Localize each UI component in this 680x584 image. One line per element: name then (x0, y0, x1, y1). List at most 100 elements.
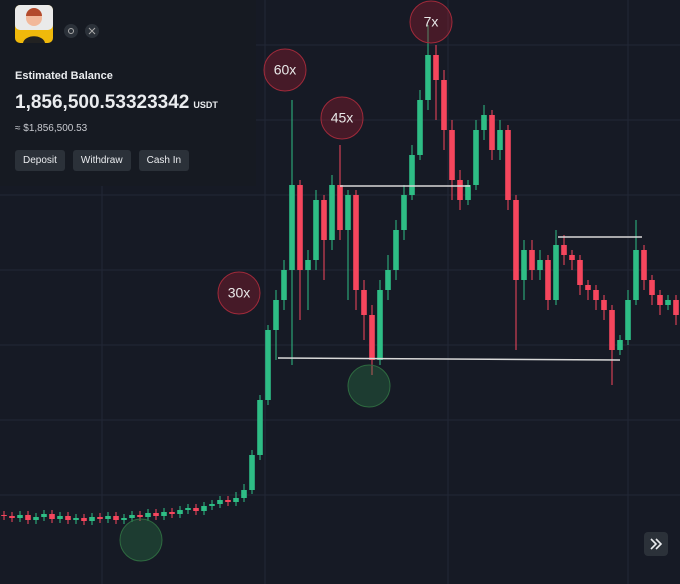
candle-body (297, 185, 303, 270)
candle-body (9, 516, 15, 518)
candle-body (185, 508, 191, 510)
candle-body (33, 517, 39, 520)
candle-body (305, 260, 311, 270)
annotation: 60x (274, 62, 297, 78)
candle-body (489, 115, 495, 150)
candle-body (249, 455, 255, 490)
candle-body (441, 80, 447, 130)
withdraw-button[interactable]: Withdraw (72, 150, 131, 171)
candle-body (273, 300, 279, 330)
candle-body (649, 280, 655, 295)
candle-body (345, 195, 351, 230)
candle-body (449, 130, 455, 180)
candle-body (513, 200, 519, 280)
candle-body (609, 310, 615, 350)
candle-body (49, 514, 55, 519)
candle-body (289, 185, 295, 270)
approx-balance: ≈ $1,856,500.53 (15, 123, 88, 134)
candle-body (481, 115, 487, 130)
candle-body (457, 180, 463, 200)
candle-body (193, 508, 199, 511)
candle-body (361, 290, 367, 315)
candle-body (57, 516, 63, 519)
annotation: 45x (331, 110, 354, 126)
candle-body (393, 230, 399, 270)
candle-body (369, 315, 375, 360)
candle-body (113, 516, 119, 520)
candle-body (201, 506, 207, 511)
candle-body (97, 517, 103, 519)
candle-body (281, 270, 287, 300)
candle-body (633, 250, 639, 300)
unit[interactable]: USDT (193, 100, 218, 110)
candle-body (425, 55, 431, 100)
candle-body (473, 130, 479, 185)
candle-body (641, 250, 647, 280)
candle-body (25, 515, 31, 520)
candle-body (153, 513, 159, 516)
candle-body (433, 55, 439, 80)
candle-body (665, 300, 671, 305)
candle-body (409, 155, 415, 195)
candle-body (241, 490, 247, 498)
candle-body (41, 514, 47, 517)
profile-icons (15, 5, 99, 43)
candle-body (1, 515, 7, 516)
candle-body (417, 100, 423, 155)
candle-body (585, 285, 591, 290)
candle-body (81, 518, 87, 521)
candle-body (617, 340, 623, 350)
candle-body (129, 515, 135, 518)
candle-body (385, 270, 391, 290)
candle-body (377, 290, 383, 360)
candle-body (497, 130, 503, 150)
candle-body (521, 250, 527, 280)
candle-body (233, 498, 239, 502)
candle-body (337, 185, 343, 230)
candle-body (529, 250, 535, 270)
candle-body (577, 260, 583, 285)
cash-in-button[interactable]: Cash In (138, 150, 190, 171)
annotation: 7x (424, 14, 439, 30)
candle-body (505, 130, 511, 200)
candle-body (145, 513, 151, 517)
annotations: 60x 45x 7x 30x (119, 0, 453, 562)
candle-body (217, 500, 223, 504)
candle-body (569, 255, 575, 260)
deposit-button[interactable]: Deposit (15, 150, 65, 171)
expand-button[interactable] (644, 532, 668, 556)
candle-body (601, 300, 607, 310)
candle-body (561, 245, 567, 255)
candle-body (137, 515, 143, 517)
balance: 1,856,500.53323342 USDT (15, 92, 218, 114)
candle-body (73, 518, 79, 520)
balance-value: 1,856,500.53323342 (15, 92, 190, 113)
candle-body (625, 300, 631, 340)
candle-body (209, 504, 215, 506)
candle-body (673, 300, 679, 315)
candle-body (545, 260, 551, 300)
candle-body (657, 295, 663, 305)
candle-body (161, 512, 167, 516)
candle-body (257, 400, 263, 455)
candle-body (169, 512, 175, 514)
candle-body (265, 330, 271, 400)
candle-body (593, 290, 599, 300)
balance-panel: Estimated Balance 1,856,500.53323342 USDT… (0, 0, 256, 186)
annotation: 30x (228, 285, 251, 301)
level-lines (277, 185, 642, 361)
balance-label: Estimated Balance (15, 70, 113, 82)
candle-body (329, 185, 335, 240)
candle-body (177, 510, 183, 514)
candle-body (89, 517, 95, 521)
candle-body (553, 245, 559, 300)
candle-body (321, 200, 327, 240)
candle-body (313, 200, 319, 260)
candle-body (401, 195, 407, 230)
candle-body (105, 516, 111, 519)
candle-body (353, 195, 359, 290)
candle-body (121, 518, 127, 520)
candle-body (17, 515, 23, 518)
candle-body (537, 260, 543, 270)
